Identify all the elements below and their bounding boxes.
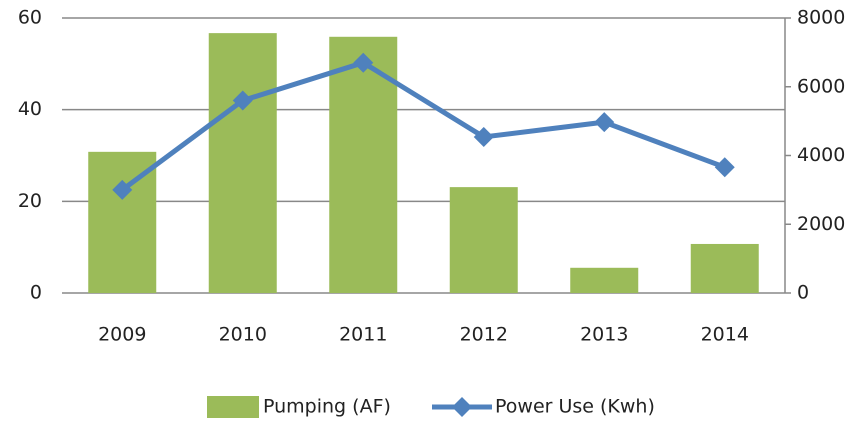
marker [473,126,494,147]
x-tick-label: 2009 [98,324,146,346]
x-tick-label: 2010 [219,324,267,346]
y2-tick-label: 0 [797,282,809,304]
y-tick-label: 60 [18,7,42,29]
marker [112,179,133,200]
y2-tick-label: 6000 [797,75,845,97]
y2-tick-label: 2000 [797,213,845,235]
marker [594,112,615,133]
y2-tick-label: 8000 [797,7,845,29]
line [120,60,726,192]
x-tick-label: 2014 [701,324,749,346]
y-tick-label: 40 [18,98,42,120]
legend-label: Pumping (AF) [263,396,391,418]
y-tick-label: 0 [30,282,42,304]
marker [714,157,735,178]
marker [232,90,253,111]
x-tick-label: 2012 [460,324,508,346]
y2-tick-label: 4000 [797,144,845,166]
legend-label: Power Use (Kwh) [495,396,655,418]
legend-marker [452,397,472,417]
bar [570,267,639,293]
bar [208,33,277,293]
bar [449,187,518,293]
y-tick-label: 20 [18,190,42,212]
marker [353,52,374,73]
x-tick-label: 2011 [339,324,387,346]
bar [690,243,759,293]
legend-swatch [207,396,259,418]
x-tick-label: 2013 [580,324,628,346]
